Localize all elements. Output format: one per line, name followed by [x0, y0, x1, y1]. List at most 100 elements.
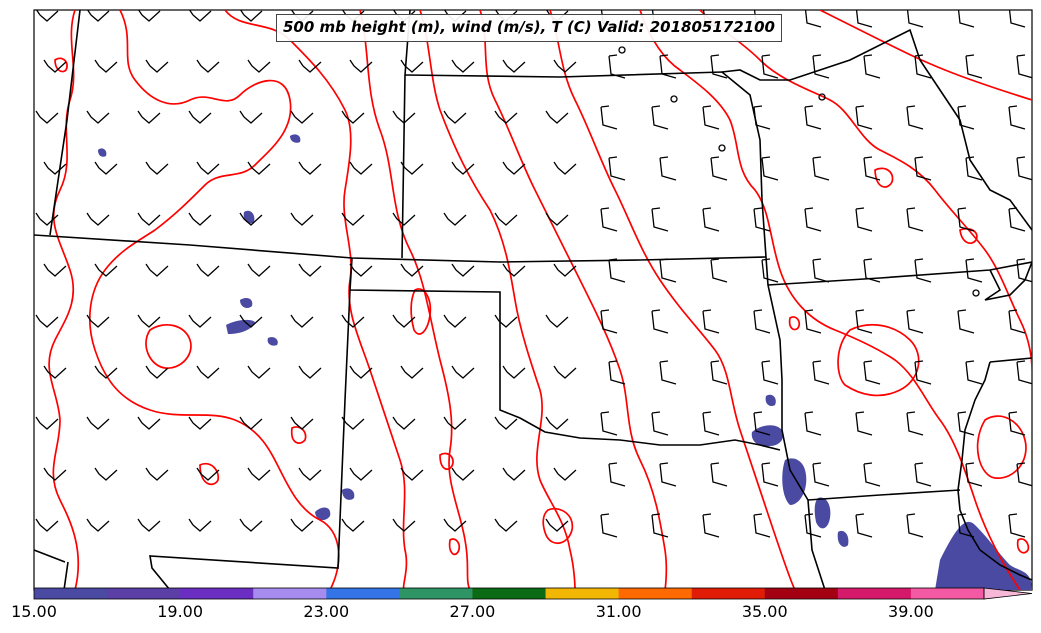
wind-barb [855, 411, 873, 436]
wind-barb [290, 314, 314, 328]
wind-barb [188, 416, 212, 430]
wind-barbs [35, 10, 1032, 538]
wind-barb [965, 54, 983, 79]
map-title: 500 mb height (m), wind (m/s), T (C) Val… [276, 14, 782, 42]
wind-barb [137, 10, 161, 22]
wind-barb [494, 212, 518, 226]
wind-barb [545, 314, 569, 328]
wind-barb [349, 161, 373, 175]
wind-barb [914, 360, 932, 385]
wind-barb [392, 212, 416, 226]
calm-wind-circles [618, 46, 980, 297]
wind-barb [290, 416, 314, 430]
wind-barb [94, 59, 118, 73]
wind-barb [137, 110, 161, 124]
colorbar-segment [326, 588, 400, 599]
wind-barb [443, 314, 467, 328]
colorbar-tick-label: 35.00 [741, 602, 788, 621]
wind-barb [965, 462, 983, 487]
colorbar-segment [180, 588, 254, 599]
wind-barb [761, 156, 779, 181]
wind-barb [753, 411, 771, 436]
wind-barb [863, 258, 881, 283]
wind-barb [553, 365, 577, 379]
wind-barb [298, 59, 322, 73]
colorbar-tick-label: 31.00 [595, 602, 642, 621]
wind-barb [761, 258, 779, 283]
wind-barb [145, 365, 169, 379]
wind-barb [651, 513, 669, 538]
wind-barb [804, 207, 822, 232]
wind-barb [94, 161, 118, 175]
wind-barb [443, 416, 467, 430]
colorbar-tick-label: 19.00 [157, 602, 204, 621]
wind-barb [1008, 105, 1026, 130]
wind-barb [659, 258, 677, 283]
colorbar-segment [399, 588, 473, 599]
wind-barb [341, 110, 365, 124]
wind-barb [906, 513, 924, 538]
wind-barb [298, 365, 322, 379]
wind-barb [914, 462, 932, 487]
wind-barb [43, 59, 67, 73]
wind-barb [957, 10, 975, 28]
wind-barb [863, 462, 881, 487]
colorbar-segment [764, 588, 839, 599]
wind-barb [855, 207, 873, 232]
wind-barb [1016, 54, 1032, 79]
wind-barb [341, 212, 365, 226]
wind-barb [137, 518, 161, 532]
wind-barb [35, 518, 59, 532]
wind-barb [443, 110, 467, 124]
wind-barb [349, 59, 373, 73]
colorbar-segment [691, 588, 766, 599]
wind-barb [196, 59, 220, 73]
wind-barb [502, 161, 526, 175]
wind-barb [196, 161, 220, 175]
wind-barb [247, 263, 271, 277]
wind-barb [545, 416, 569, 430]
colorbar-segment [34, 588, 108, 599]
wind-barb [753, 207, 771, 232]
wind-barb [600, 105, 618, 130]
wind-barb [247, 467, 271, 481]
wind-barb [137, 314, 161, 328]
wind-barb [443, 518, 467, 532]
temperature-contours [48, 10, 1032, 590]
wind-barb [349, 467, 373, 481]
wind-barb [94, 467, 118, 481]
wind-barb [1008, 513, 1026, 538]
wind-barb [761, 360, 779, 385]
wind-barb [702, 207, 720, 232]
wind-barb [86, 212, 110, 226]
wind-barb [86, 314, 110, 328]
wind-barb [702, 411, 720, 436]
wind-barb [188, 212, 212, 226]
wind-barb [608, 54, 626, 79]
wind-barb [451, 365, 475, 379]
wind-barb [35, 416, 59, 430]
wind-barb [400, 467, 424, 481]
wind-barb [804, 513, 822, 538]
wind-barb [239, 314, 263, 328]
colorbar-tick-label: 23.00 [303, 602, 350, 621]
wind-barb [957, 207, 975, 232]
wind-barb [341, 518, 365, 532]
wind-barb [494, 314, 518, 328]
wind-barb [812, 462, 830, 487]
wind-barb [392, 518, 416, 532]
wind-barb [137, 416, 161, 430]
wind-barb [1008, 309, 1026, 334]
wind-barb [600, 207, 618, 232]
wind-barb [239, 10, 263, 22]
wind-barb [1016, 360, 1032, 385]
wind-barb [86, 518, 110, 532]
wind-barb [349, 365, 373, 379]
wind-barb [239, 518, 263, 532]
wind-barb [494, 110, 518, 124]
wind-barb [957, 105, 975, 130]
wind-barb [863, 54, 881, 79]
wind-barb [1016, 258, 1032, 283]
wind-barb [1016, 462, 1032, 487]
